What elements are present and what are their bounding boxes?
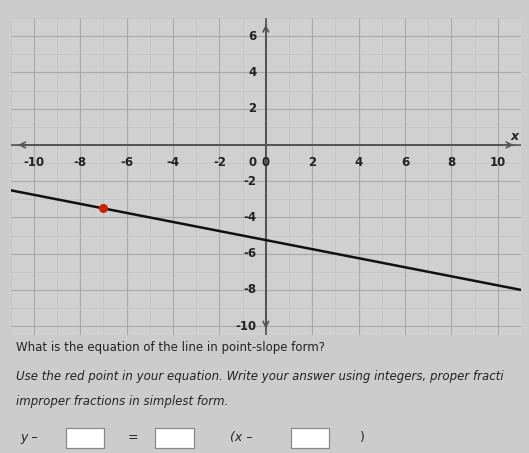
Text: 0: 0	[249, 156, 257, 169]
Text: =: =	[128, 432, 139, 444]
Text: -2: -2	[213, 156, 226, 169]
Text: -2: -2	[243, 175, 257, 188]
Text: (x –: (x –	[230, 432, 252, 444]
Text: 4: 4	[354, 156, 363, 169]
Text: -8: -8	[74, 156, 87, 169]
Text: -6: -6	[120, 156, 133, 169]
Text: -4: -4	[243, 211, 257, 224]
Text: -6: -6	[243, 247, 257, 260]
Text: -8: -8	[243, 284, 257, 296]
Text: improper fractions in simplest form.: improper fractions in simplest form.	[16, 395, 228, 408]
Text: ): )	[360, 432, 365, 444]
Text: 8: 8	[448, 156, 455, 169]
Text: 6: 6	[248, 30, 257, 43]
Text: What is the equation of the line in point-slope form?: What is the equation of the line in poin…	[16, 341, 325, 354]
Text: 4: 4	[248, 66, 257, 79]
Text: 10: 10	[490, 156, 506, 169]
Text: 0: 0	[262, 156, 270, 169]
Text: Use the red point in your equation. Write your answer using integers, proper fra: Use the red point in your equation. Writ…	[16, 370, 503, 383]
Text: 2: 2	[308, 156, 316, 169]
Text: 2: 2	[249, 102, 257, 115]
Text: x: x	[510, 130, 518, 143]
Text: -4: -4	[167, 156, 179, 169]
Text: 6: 6	[401, 156, 409, 169]
Text: y –: y –	[21, 432, 39, 444]
Text: -10: -10	[235, 320, 257, 333]
Text: -10: -10	[23, 156, 44, 169]
